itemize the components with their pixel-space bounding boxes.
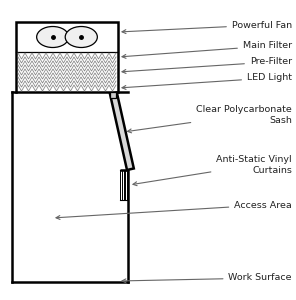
Text: LED Light: LED Light xyxy=(122,74,292,89)
Text: Main Filter: Main Filter xyxy=(122,41,292,58)
Bar xyxy=(16,22,118,92)
Bar xyxy=(110,92,116,98)
Text: Access Area: Access Area xyxy=(56,200,292,220)
Text: Clear Polycarbonate
Sash: Clear Polycarbonate Sash xyxy=(128,105,292,133)
Text: Work Surface: Work Surface xyxy=(122,274,292,283)
Text: Anti-Static Vinyl
Curtains: Anti-Static Vinyl Curtains xyxy=(133,155,292,186)
Polygon shape xyxy=(110,92,134,170)
Text: Pre-Filter: Pre-Filter xyxy=(122,58,292,74)
Ellipse shape xyxy=(65,26,97,47)
Ellipse shape xyxy=(37,26,69,47)
Text: Powerful Fan: Powerful Fan xyxy=(122,20,292,34)
